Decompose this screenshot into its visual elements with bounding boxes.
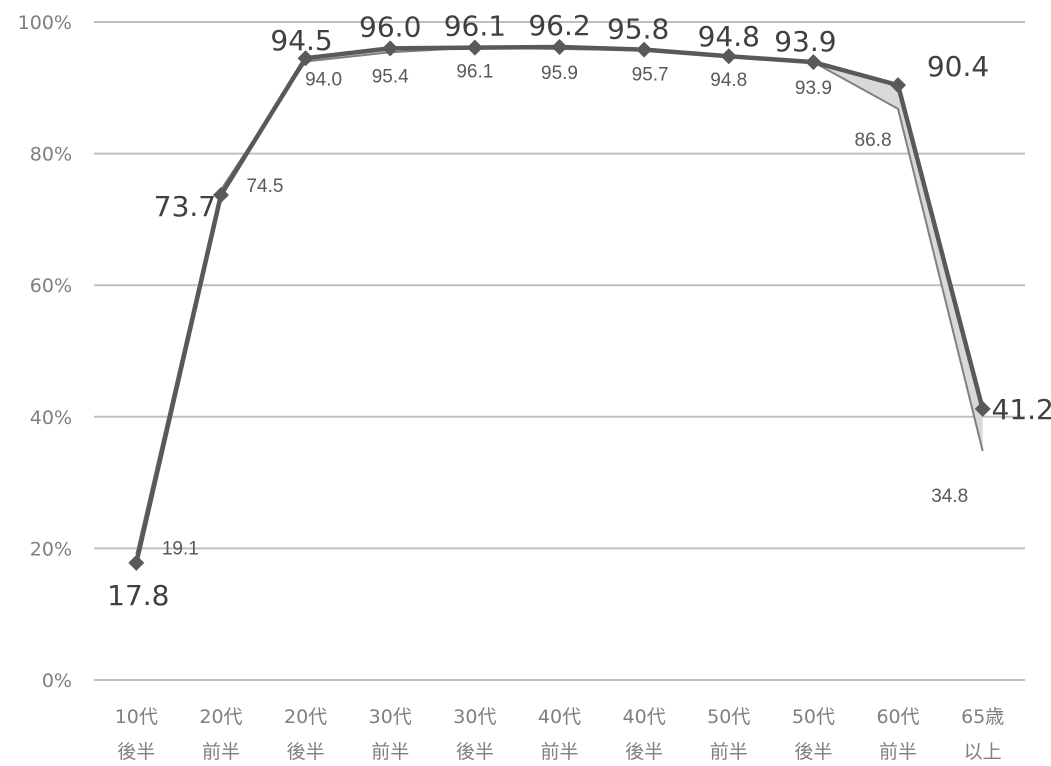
- x-tick-label: 50代: [707, 706, 750, 728]
- area-between-series: [136, 47, 983, 563]
- y-tick-label: 0%: [42, 670, 72, 692]
- series-1-data-label: 96.1: [444, 10, 506, 43]
- x-tick-label: 前半: [879, 741, 917, 763]
- x-tick-label: 後半: [794, 741, 832, 763]
- series-1-data-label: 94.5: [270, 24, 332, 57]
- x-tick-label: 後半: [287, 741, 325, 763]
- series-2-data-label: 34.8: [931, 486, 968, 507]
- x-tick-label: 30代: [369, 706, 412, 728]
- difference-area: [136, 47, 983, 563]
- series-2-data-label: 74.5: [246, 176, 283, 197]
- series-lines: [134, 44, 985, 564]
- series-1-marker: [382, 40, 399, 57]
- gridlines: [94, 21, 1025, 681]
- x-tick-label: 後半: [625, 741, 663, 763]
- y-tick-label: 20%: [30, 538, 72, 560]
- series-1-marker: [297, 50, 314, 67]
- series-2-data-label: 94.0: [305, 69, 342, 90]
- series-2-data-label: 86.8: [855, 130, 892, 151]
- x-tick-label: 50代: [792, 706, 835, 728]
- series-2-data-label: 96.1: [456, 62, 493, 83]
- series-1-data-label: 95.8: [607, 13, 669, 46]
- series-2-data-label: 95.9: [541, 63, 578, 84]
- series-markers: [128, 39, 991, 571]
- series-1-data-label: 90.4: [927, 50, 989, 83]
- series-1-marker: [636, 41, 653, 58]
- series-1-marker: [805, 54, 822, 71]
- x-tick-label: 前半: [371, 741, 409, 763]
- x-tick-label: 40代: [623, 706, 666, 728]
- x-tick-label: 以上: [964, 741, 1002, 763]
- x-tick-label: 60代: [876, 706, 919, 728]
- series-1-data-label: 96.0: [359, 10, 421, 43]
- series-1-data-label: 17.8: [107, 579, 169, 612]
- series-1-marker: [720, 48, 737, 65]
- series-1-marker: [890, 77, 907, 94]
- x-tick-label: 65歳: [961, 706, 1004, 728]
- series-line-1: [134, 44, 985, 564]
- y-axis: 0% 20% 40% 60% 80% 100%: [18, 12, 72, 692]
- x-tick-label: 後半: [456, 741, 494, 763]
- x-tick-label: 前半: [202, 741, 240, 763]
- series-2-data-label: 95.7: [632, 64, 669, 85]
- series-1-data-label: 93.9: [774, 25, 836, 58]
- x-tick-label: 前半: [540, 741, 578, 763]
- x-tick-label: 30代: [453, 706, 496, 728]
- series-1-marker: [466, 39, 483, 56]
- x-tick-label: 40代: [538, 706, 581, 728]
- series-2-data-label: 19.1: [162, 538, 199, 559]
- data-labels: 17.8 73.7 94.5 96.0 96.1 96.2 95.8 94.8 93.9 90.4…: [107, 9, 1051, 612]
- series-1-data-label: 96.2: [528, 9, 590, 42]
- y-tick-label: 60%: [30, 275, 72, 297]
- x-tick-label: 前半: [710, 741, 748, 763]
- x-tick-label: 後半: [117, 741, 155, 763]
- y-tick-label: 100%: [18, 12, 72, 34]
- x-tick-label: 20代: [199, 706, 242, 728]
- y-tick-label: 40%: [30, 407, 72, 429]
- series-1-marker: [974, 400, 991, 417]
- series-1-marker: [128, 554, 145, 571]
- series-1-marker: [212, 187, 229, 204]
- series-1-data-label: 73.7: [154, 190, 216, 223]
- series-1-marker: [551, 39, 568, 56]
- series-2-data-label: 95.4: [372, 66, 409, 87]
- series-1-data-label: 94.8: [698, 20, 760, 53]
- y-tick-label: 80%: [30, 144, 72, 166]
- series-2-data-label: 94.8: [710, 70, 747, 91]
- x-tick-label: 20代: [284, 706, 327, 728]
- series-2-data-label: 93.9: [795, 78, 832, 99]
- series-1-data-label: 41.2: [992, 393, 1051, 426]
- x-tick-label: 10代: [115, 706, 158, 728]
